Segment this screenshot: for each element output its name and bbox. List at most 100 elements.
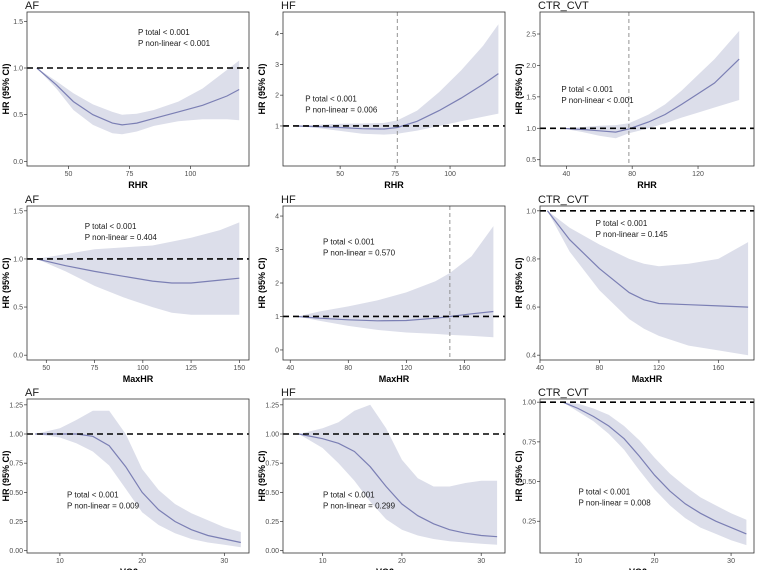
confidence-band bbox=[36, 60, 240, 135]
p-total-annotation: P total < 0.001 bbox=[305, 94, 357, 103]
y-tick-label: 2 bbox=[275, 281, 279, 288]
panel-frame bbox=[26, 205, 250, 361]
y-tick-label: 0.5 bbox=[13, 112, 23, 119]
x-axis-label: MaxHR bbox=[379, 374, 410, 384]
x-tick-label: 30 bbox=[477, 558, 485, 565]
panel-data bbox=[27, 60, 249, 135]
panel-maxhr-af: AF 50 75 100 125 150 0.0 0.5 1.0 1.5 MaxHR HR (95% … bbox=[1, 194, 250, 384]
p-nonlinear-annotation: P non-linear = 0.009 bbox=[67, 502, 140, 511]
x-tick-label: 50 bbox=[65, 171, 73, 178]
p-total-annotation: P total < 0.001 bbox=[138, 28, 190, 37]
y-tick-label: 0 bbox=[275, 347, 279, 354]
y-axis-label: HR (95% CI) bbox=[257, 63, 267, 114]
y-tick-label: 2.0 bbox=[526, 63, 536, 70]
y-axis-label: HR (95% CI) bbox=[257, 257, 267, 308]
p-total-annotation: P total < 0.001 bbox=[323, 491, 375, 500]
x-tick-label: 50 bbox=[42, 365, 50, 372]
y-tick-label: 3 bbox=[275, 247, 279, 254]
panel-vo2-af: AF 10 20 30 0.00 0.25 0.50 0.75 1.00 1.25 VO2max HR… bbox=[1, 387, 250, 570]
panel-data bbox=[283, 12, 505, 166]
y-tick-label: 1.25 bbox=[265, 402, 279, 409]
confidence-band bbox=[547, 210, 749, 356]
panel-data bbox=[540, 12, 754, 166]
y-tick-label: 2.5 bbox=[526, 32, 536, 39]
panel-frame bbox=[26, 398, 250, 554]
y-tick-label: 1 bbox=[275, 123, 279, 130]
confidence-band bbox=[562, 402, 747, 546]
y-tick-label: 0.5 bbox=[13, 305, 23, 312]
panel-vo2-hf: HF 10 20 30 0.00 0.25 0.50 0.75 1.00 1.25 VO2max HR… bbox=[257, 387, 506, 570]
x-tick-label: 30 bbox=[220, 558, 228, 565]
x-tick-label: 75 bbox=[91, 365, 99, 372]
y-axis-label: HR (95% CI) bbox=[257, 450, 267, 501]
panel-data bbox=[540, 210, 754, 356]
p-nonlinear-annotation: P non-linear = 0.145 bbox=[596, 230, 669, 239]
y-tick-label: 1.00 bbox=[265, 432, 279, 439]
panel-rhr-hf: HF 50 75 100 1 2 3 4 RHR HR (95% CI) P total < 0.0… bbox=[257, 0, 506, 190]
panel-frame bbox=[282, 398, 506, 554]
panel-title: CTR_CVT bbox=[538, 387, 589, 399]
panel-frame bbox=[26, 11, 250, 167]
y-tick-label: 1.5 bbox=[13, 19, 23, 26]
panel-title: AF bbox=[25, 387, 39, 399]
panel-rhr-af: AF 50 75 100 0.0 0.5 1.0 1.5 RHR HR (95% CI) P tot… bbox=[1, 0, 250, 190]
p-nonlinear-annotation: P non-linear = 0.006 bbox=[305, 105, 378, 114]
x-tick-label: 40 bbox=[562, 171, 570, 178]
x-tick-label: 150 bbox=[234, 365, 246, 372]
y-tick-label: 1 bbox=[275, 314, 279, 321]
panel-data bbox=[27, 222, 249, 315]
y-tick-label: 1.00 bbox=[9, 432, 23, 439]
x-tick-label: 160 bbox=[712, 365, 724, 372]
x-tick-label: 20 bbox=[651, 558, 659, 565]
x-axis-label: RHR bbox=[384, 180, 404, 190]
panel-data bbox=[283, 206, 505, 360]
y-tick-label: 0.50 bbox=[265, 490, 279, 497]
x-tick-label: 120 bbox=[692, 171, 704, 178]
p-total-annotation: P total < 0.001 bbox=[596, 219, 648, 228]
hr-curve bbox=[297, 310, 494, 322]
x-axis-label: RHR bbox=[637, 180, 657, 190]
hr-curve bbox=[35, 433, 241, 544]
x-tick-label: 40 bbox=[286, 365, 294, 372]
confidence-band bbox=[36, 222, 240, 315]
y-tick-label: 4 bbox=[275, 214, 279, 221]
y-tick-label: 0.75 bbox=[522, 439, 536, 446]
p-total-annotation: P total < 0.001 bbox=[579, 487, 631, 496]
x-axis-label: MaxHR bbox=[632, 374, 663, 384]
x-tick-label: 160 bbox=[459, 365, 471, 372]
x-tick-label: 80 bbox=[344, 365, 352, 372]
y-tick-label: 0.0 bbox=[13, 159, 23, 166]
panel-frame bbox=[539, 398, 755, 554]
confidence-band bbox=[296, 24, 499, 135]
y-tick-label: 0.4 bbox=[526, 353, 536, 360]
confidence-band bbox=[35, 410, 241, 548]
p-nonlinear-annotation: P non-linear = 0.570 bbox=[323, 249, 396, 258]
p-total-annotation: P total < 0.001 bbox=[67, 491, 119, 500]
p-total-annotation: P total < 0.001 bbox=[561, 85, 613, 94]
y-tick-label: 2 bbox=[275, 93, 279, 100]
y-tick-label: 0.25 bbox=[265, 519, 279, 526]
y-axis-label: HR (95% CI) bbox=[514, 63, 524, 114]
panel-title: AF bbox=[25, 194, 39, 206]
y-tick-label: 3 bbox=[275, 62, 279, 69]
y-tick-label: 0.75 bbox=[9, 461, 23, 468]
y-axis-label: HR (95% CI) bbox=[1, 450, 11, 501]
y-tick-label: 1.5 bbox=[526, 94, 536, 101]
hr-curve bbox=[36, 258, 240, 284]
panel-title: HF bbox=[281, 387, 296, 399]
y-axis-label: HR (95% CI) bbox=[514, 257, 524, 308]
x-tick-label: 120 bbox=[653, 365, 665, 372]
x-tick-label: 80 bbox=[596, 365, 604, 372]
p-total-annotation: P total < 0.001 bbox=[85, 222, 137, 231]
y-tick-label: 0.75 bbox=[265, 461, 279, 468]
panel-frame bbox=[282, 11, 506, 167]
y-tick-label: 0.8 bbox=[526, 256, 536, 263]
confidence-band bbox=[561, 30, 740, 139]
p-nonlinear-annotation: P non-linear = 0.008 bbox=[579, 498, 652, 507]
panel-title: AF bbox=[25, 0, 39, 12]
panel-maxhr-hf: HF 40 80 120 160 0 1 2 3 4 MaxHR HR (95% CI) P total… bbox=[257, 194, 506, 384]
x-axis-label: VO2max bbox=[629, 567, 665, 570]
confidence-band bbox=[298, 404, 498, 545]
x-tick-label: 50 bbox=[336, 171, 344, 178]
p-nonlinear-annotation: P non-linear = 0.299 bbox=[323, 502, 396, 511]
